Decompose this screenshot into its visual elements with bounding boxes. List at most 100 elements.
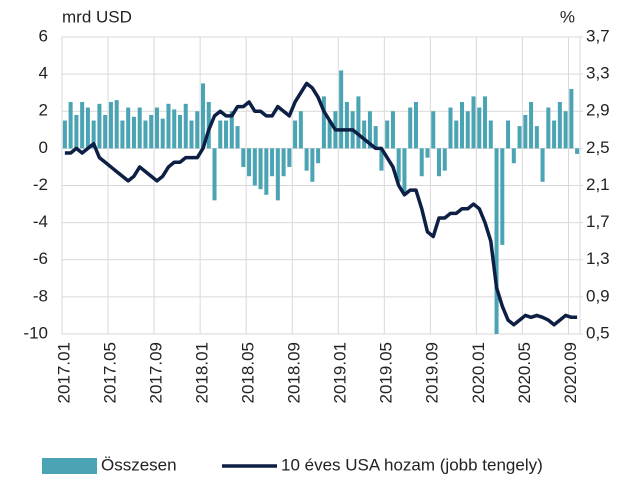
bar <box>160 118 165 149</box>
y-tick-label: 6 <box>39 26 48 45</box>
legend-swatch <box>42 458 97 474</box>
bar <box>114 100 119 149</box>
bar <box>459 101 465 149</box>
x-tick-label: 2017.05 <box>100 342 119 403</box>
bar <box>448 107 453 149</box>
bar <box>247 148 252 177</box>
bar <box>275 148 280 201</box>
y-axis-label: mrd USD <box>62 7 132 26</box>
legend-label: 10 éves USA hozam (jobb tengely) <box>281 455 543 474</box>
bar <box>195 111 200 149</box>
bar <box>500 148 505 245</box>
bar <box>575 148 580 154</box>
bar <box>143 120 148 149</box>
bar <box>563 111 568 149</box>
x-tick-label: 2019.09 <box>423 342 442 403</box>
y2-tick-label: 1,7 <box>586 212 610 231</box>
bar <box>511 148 516 164</box>
bar <box>408 107 413 149</box>
bar <box>126 107 131 149</box>
bar <box>540 148 545 182</box>
bar <box>419 148 424 177</box>
bar <box>362 120 367 149</box>
bar <box>172 109 177 149</box>
bar <box>517 126 522 149</box>
bar <box>442 148 447 171</box>
bar <box>97 103 102 149</box>
bar <box>270 148 275 177</box>
bar <box>431 111 436 149</box>
bar <box>373 126 378 149</box>
bar <box>183 103 188 149</box>
y-tick-label: 0 <box>39 138 48 157</box>
bar <box>385 120 390 149</box>
y-tick-label: -4 <box>33 212 48 231</box>
bar <box>316 148 321 164</box>
bar <box>149 114 154 149</box>
y-tick-label: 4 <box>39 64 48 83</box>
x-tick-label: 2020.05 <box>515 342 534 403</box>
y-tick-label: -8 <box>33 286 48 305</box>
bar <box>344 101 349 149</box>
line <box>64 81 578 327</box>
bar <box>91 120 96 149</box>
bar <box>177 114 183 149</box>
x-tick-label: 2017.01 <box>54 342 73 403</box>
bar <box>264 148 269 195</box>
bar <box>465 111 470 149</box>
bar <box>189 120 194 149</box>
bar <box>327 120 332 149</box>
bar <box>477 107 482 149</box>
x-tick-label: 2017.09 <box>146 342 165 403</box>
bar <box>488 120 493 149</box>
bar <box>224 120 229 149</box>
bar <box>471 96 476 149</box>
bar <box>367 111 372 149</box>
y2-axis-label: % <box>560 7 575 26</box>
bar <box>569 88 574 149</box>
bar <box>241 148 246 167</box>
bar <box>74 114 79 149</box>
bar <box>166 103 171 149</box>
bar <box>402 148 407 195</box>
bar <box>85 107 90 149</box>
bar <box>413 101 418 149</box>
x-tick-label: 2018.05 <box>239 342 258 403</box>
bar <box>120 120 125 149</box>
bar <box>293 120 298 149</box>
bar <box>298 111 303 149</box>
bar <box>287 148 292 167</box>
bar <box>454 120 459 149</box>
bar <box>80 101 85 149</box>
bar <box>68 101 73 149</box>
x-tick-label: 2018.01 <box>192 342 211 403</box>
x-tick-label: 2020.09 <box>561 342 580 403</box>
bar <box>339 70 344 149</box>
y-tick-label: -2 <box>33 175 48 194</box>
bar <box>212 148 217 201</box>
y-tick-label: -10 <box>23 323 48 342</box>
bar <box>258 148 263 190</box>
bar <box>552 120 557 149</box>
x-tick-label: 2020.01 <box>469 342 488 403</box>
bar <box>436 148 442 177</box>
y2-tick-label: 3,3 <box>586 64 610 83</box>
bar <box>154 107 159 149</box>
bar <box>218 120 223 149</box>
bar <box>235 126 240 149</box>
bar <box>390 111 395 149</box>
bar <box>281 148 286 177</box>
y2-tick-label: 0,5 <box>586 323 610 342</box>
bar <box>108 101 113 149</box>
bar <box>229 111 234 149</box>
bar <box>206 101 211 149</box>
bar <box>137 107 142 149</box>
bar <box>321 96 326 149</box>
y2-tick-label: 2,9 <box>586 101 610 120</box>
y2-tick-label: 2,5 <box>586 138 610 157</box>
bar <box>200 83 206 149</box>
bar <box>396 148 401 182</box>
bar <box>529 101 534 149</box>
y2-tick-label: 2,1 <box>586 175 610 194</box>
y-tick-label: -6 <box>33 249 48 268</box>
